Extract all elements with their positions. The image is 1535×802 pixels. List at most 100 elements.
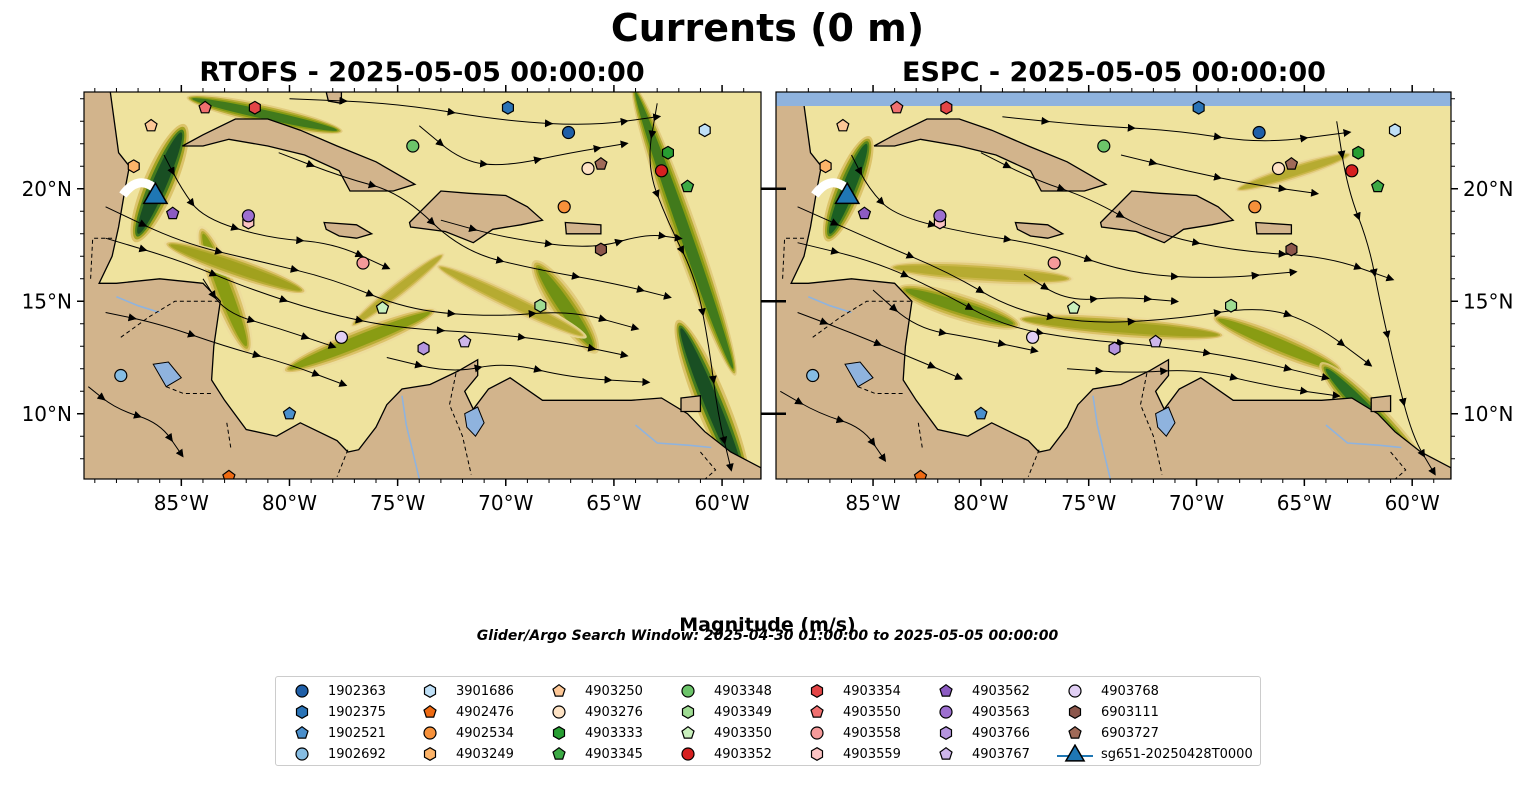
float-marker-6903111 — [594, 242, 608, 257]
float-marker-6903727 — [594, 156, 608, 170]
float-marker-1902521 — [282, 406, 297, 420]
legend-circle-icon — [423, 726, 437, 740]
float-marker-4903563 — [933, 209, 947, 223]
legend-label: 4903348 — [714, 683, 772, 699]
legend-label: 1902692 — [328, 746, 386, 762]
legend-item: 4903768 — [1057, 681, 1159, 701]
legend-label: 4903550 — [843, 704, 901, 720]
float-marker-4903550 — [198, 100, 212, 114]
legend-item: 3901686 — [412, 681, 514, 701]
lon-tick-label: 85°W — [845, 491, 900, 515]
legend-label: 4903276 — [585, 704, 643, 720]
legend-item: 4903767 — [928, 744, 1030, 764]
float-marker-4903350 — [1066, 300, 1081, 314]
legend-label: 4903333 — [585, 725, 643, 741]
float-marker-4902476 — [222, 469, 236, 479]
legend-circle-icon — [1068, 684, 1082, 698]
legend-item: 4903349 — [670, 702, 772, 722]
legend-circle-icon — [552, 705, 566, 719]
legend-label: 4902534 — [456, 725, 514, 741]
float-marker-6903727 — [1284, 156, 1299, 170]
map-panel-rtofs: 85°W 80°W 75°W 70°W 65°W 60°W 10°N 15°N 20°N — [22, 85, 786, 515]
legend-circle-icon — [939, 705, 953, 719]
legend-label: 6903111 — [1101, 704, 1159, 720]
float-marker-4903550 — [890, 100, 904, 114]
float-markers — [806, 100, 1402, 479]
float-marker-4903766 — [1108, 341, 1121, 356]
legend-pentagon-icon — [939, 746, 953, 760]
legend-item: 4903766 — [928, 723, 1030, 743]
legend-marker-icon — [681, 747, 695, 761]
legend-hexagon-icon — [552, 726, 566, 740]
float-marker-4903348 — [406, 139, 420, 153]
legend-label: 4903563 — [972, 704, 1030, 720]
float-marker-4903348 — [1097, 139, 1111, 153]
legend-item: 4903345 — [541, 744, 643, 764]
legend-pentagon-icon — [810, 704, 824, 718]
lat-tick-label: 20°N — [22, 177, 72, 201]
legend-label: 6903727 — [1101, 725, 1159, 741]
float-marker-4903349 — [1224, 298, 1238, 313]
legend-circle-icon — [295, 684, 309, 698]
float-marker-4903767 — [1148, 334, 1163, 348]
float-marker-4903768 — [1025, 330, 1040, 344]
float-marker-4903352 — [1345, 164, 1359, 178]
float-marker-1902363 — [1252, 125, 1266, 140]
float-marker-4903352 — [654, 164, 669, 178]
legend-marker-icon — [552, 705, 566, 719]
glider-marker — [834, 181, 861, 205]
legend-marker-icon — [1068, 705, 1082, 719]
lon-tick-label: 70°W — [478, 491, 533, 515]
legend-marker-icon — [939, 683, 953, 697]
legend-marker-icon — [295, 684, 309, 698]
float-marker-4903562 — [165, 206, 180, 220]
legend-item: 6903111 — [1057, 702, 1159, 722]
lon-tick-label: 70°W — [1169, 491, 1224, 515]
legend-label: 4903352 — [714, 746, 772, 762]
legend-hexagon-icon — [810, 684, 824, 698]
legend-item: 4903562 — [928, 681, 1030, 701]
legend-label: 3901686 — [456, 683, 514, 699]
legend-marker-icon — [295, 747, 309, 761]
float-marker-4902476 — [913, 469, 928, 479]
legend-label: 4903349 — [714, 704, 772, 720]
legend-pentagon-icon — [1068, 725, 1082, 739]
legend-pentagon-icon — [423, 704, 437, 718]
float-marker-1902692 — [114, 368, 128, 383]
float-marker-4903558 — [1047, 256, 1061, 270]
legend-marker-icon — [681, 725, 695, 739]
float-marker-3901686 — [1388, 123, 1402, 138]
float-markers — [114, 100, 711, 479]
legend-hexagon-icon — [810, 747, 824, 761]
legend-item: 4903558 — [799, 723, 901, 743]
legend-hexagon-icon — [423, 747, 437, 761]
panel-title-espc: ESPC - 2025-05-05 00:00:00 — [902, 57, 1326, 88]
float-marker-4903249 — [819, 159, 832, 174]
legend-marker-icon — [295, 705, 309, 719]
float-marker-4903354 — [248, 100, 261, 115]
lon-tick-label: 65°W — [586, 491, 641, 515]
legend-label: 4903249 — [456, 746, 514, 762]
legend: 1902363 1902375 1902521 1902692 3901686 49024… — [275, 676, 1261, 766]
legend-marker-icon — [423, 704, 437, 718]
legend-item: 4903348 — [670, 681, 772, 701]
legend-hexagon-icon — [681, 705, 695, 719]
legend-label: 4903766 — [972, 725, 1030, 741]
lon-tick-label: 85°W — [154, 491, 209, 515]
glider-marker — [142, 181, 169, 205]
legend-pentagon-icon — [552, 683, 566, 697]
float-marker-1902375 — [1192, 100, 1205, 115]
legend-circle-icon — [681, 684, 695, 698]
float-marker-4903563 — [241, 209, 255, 223]
legend-marker-icon — [810, 704, 824, 718]
float-marker-4903349 — [534, 298, 547, 313]
float-marker-1902692 — [806, 368, 820, 383]
float-marker-4903250 — [836, 118, 850, 132]
lat-tick-label: 20°N — [1463, 177, 1513, 201]
legend-item: 4903333 — [541, 723, 643, 743]
float-marker-4903249 — [127, 159, 140, 174]
legend-marker-icon — [810, 747, 824, 761]
float-marker-4903558 — [356, 256, 370, 270]
float-marker-4903345 — [1370, 179, 1385, 193]
legend-item: 4903550 — [799, 702, 901, 722]
